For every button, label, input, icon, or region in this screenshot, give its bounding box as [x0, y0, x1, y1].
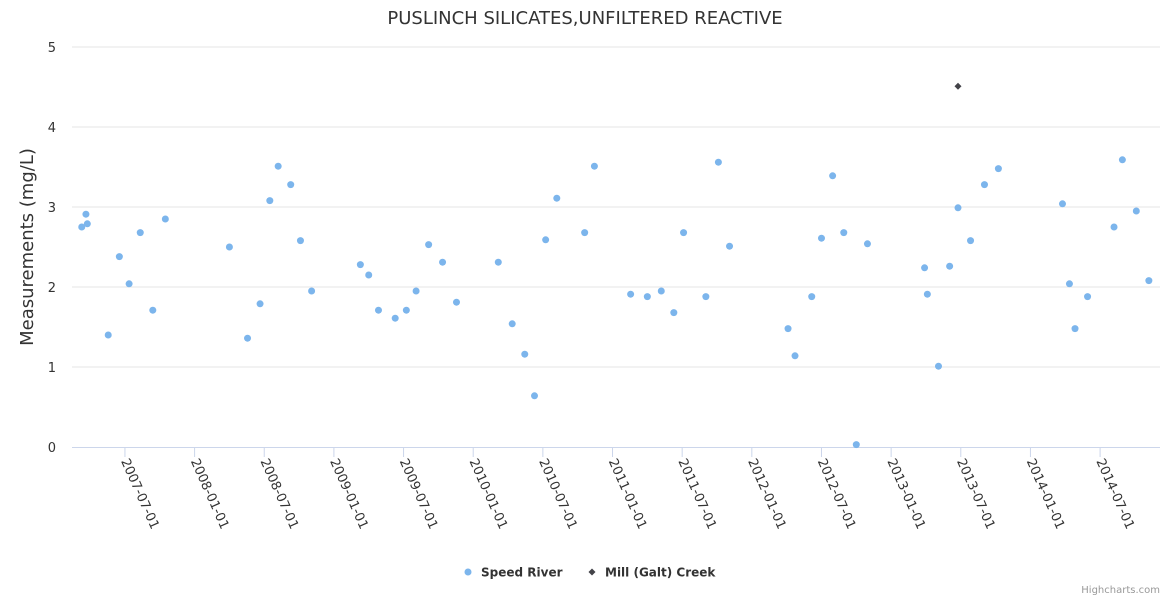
x-tick-label: 2013-01-01	[883, 457, 927, 532]
data-point	[402, 306, 410, 314]
data-point	[1132, 207, 1140, 215]
data-point	[840, 229, 848, 237]
x-tick-label: 2014-01-01	[1023, 457, 1067, 532]
data-point	[980, 181, 988, 189]
x-tick-label: 2012-07-01	[814, 457, 858, 532]
data-point	[425, 241, 433, 249]
data-point	[946, 262, 954, 270]
x-tick-label: 2009-07-01	[396, 457, 440, 532]
data-point	[287, 181, 295, 189]
data-point	[82, 210, 90, 218]
data-point	[412, 287, 420, 295]
data-point	[923, 290, 931, 298]
legend-label: Speed River	[481, 566, 563, 580]
data-point	[256, 300, 264, 308]
data-point	[967, 237, 975, 245]
legend-item-0[interactable]: Speed River	[464, 566, 563, 580]
data-point	[994, 165, 1002, 173]
data-point	[954, 82, 962, 90]
data-point	[934, 362, 942, 370]
data-point	[791, 352, 799, 360]
x-tick-label: 2009-01-01	[326, 457, 370, 532]
data-point	[1065, 280, 1073, 288]
data-point	[808, 293, 816, 301]
credits-link[interactable]: Highcharts.com	[1081, 585, 1160, 596]
data-point	[149, 306, 157, 314]
x-tick-label: 2011-07-01	[675, 457, 719, 532]
x-tick-label: 2008-07-01	[257, 457, 301, 532]
data-point	[439, 258, 447, 266]
data-point	[104, 331, 112, 339]
legend-label: Mill (Galt) Creek	[605, 566, 716, 580]
x-tick-label: 2014-07-01	[1092, 457, 1136, 532]
data-point	[374, 306, 382, 314]
data-point	[784, 325, 792, 333]
data-point	[702, 293, 710, 301]
data-point	[266, 197, 274, 205]
data-point	[1110, 223, 1118, 231]
data-point	[391, 314, 399, 322]
data-point	[542, 236, 550, 244]
x-tick-label: 2013-07-01	[953, 457, 997, 532]
data-point	[115, 253, 123, 261]
data-point	[494, 258, 502, 266]
data-point	[1058, 200, 1066, 208]
x-tick-label: 2012-01-01	[744, 457, 788, 532]
data-point	[714, 158, 722, 166]
x-tick-label: 2008-01-01	[187, 457, 231, 532]
data-point	[680, 229, 688, 237]
y-tick-label: 4	[48, 121, 56, 136]
data-point	[356, 261, 364, 269]
data-point	[852, 441, 860, 449]
data-point	[670, 309, 678, 317]
data-point	[78, 223, 86, 231]
data-point	[274, 162, 282, 170]
legend-marker-icon	[464, 568, 472, 576]
data-point	[863, 240, 871, 248]
y-tick-label: 5	[48, 41, 56, 56]
data-point	[590, 162, 598, 170]
x-tick-label: 2010-07-01	[535, 457, 579, 532]
x-tick-label: 2011-01-01	[605, 457, 649, 532]
data-point	[1071, 325, 1079, 333]
data-point	[136, 229, 144, 237]
y-axis-label: Measurements (mg/L)	[17, 148, 38, 346]
data-point	[553, 194, 561, 202]
data-point	[531, 392, 539, 400]
y-tick-label: 3	[48, 201, 56, 216]
data-point	[954, 204, 962, 212]
data-point	[921, 264, 929, 272]
data-point	[225, 243, 233, 251]
data-point	[244, 334, 252, 342]
y-tick-label: 0	[48, 441, 56, 456]
data-point	[581, 229, 589, 237]
y-tick-label: 1	[48, 361, 56, 376]
data-point	[125, 280, 133, 288]
chart-title: PUSLINCH SILICATES,UNFILTERED REACTIVE	[387, 8, 782, 29]
data-point	[296, 237, 304, 245]
data-point	[521, 350, 529, 358]
legend-marker-icon	[588, 568, 596, 576]
legend-item-1[interactable]: Mill (Galt) Creek	[588, 566, 717, 580]
data-point	[452, 298, 460, 306]
data-point	[365, 271, 373, 279]
data-point	[508, 320, 516, 328]
data-point	[1084, 293, 1092, 301]
y-tick-label: 2	[48, 281, 56, 296]
data-point	[829, 172, 837, 180]
data-point	[627, 290, 635, 298]
data-point	[1118, 156, 1126, 164]
data-point	[726, 242, 734, 250]
x-tick-label: 2007-07-01	[117, 457, 161, 532]
data-point	[83, 220, 91, 228]
data-point	[643, 293, 651, 301]
x-tick-label: 2010-01-01	[466, 457, 510, 532]
data-point	[1145, 277, 1153, 285]
data-point	[161, 215, 169, 223]
data-point	[308, 287, 316, 295]
data-point	[817, 234, 825, 242]
data-point	[657, 287, 665, 295]
